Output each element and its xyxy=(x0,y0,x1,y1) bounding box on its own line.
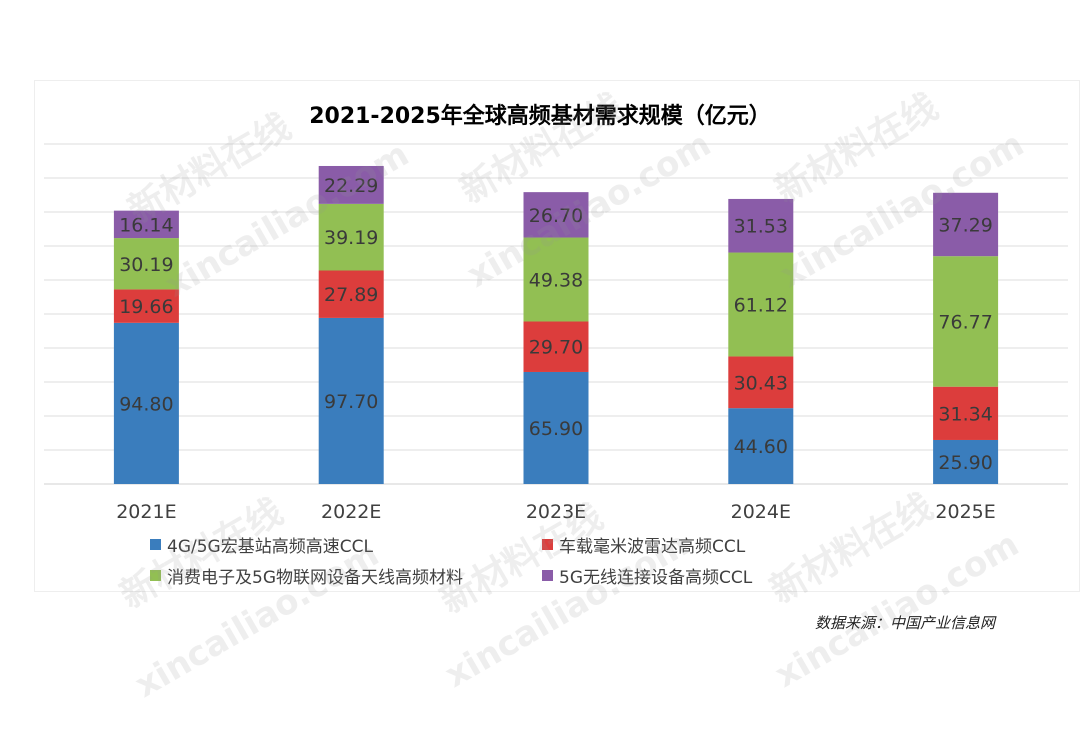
legend-label: 车载毫米波雷达高频CCL xyxy=(559,537,746,557)
data-label: 65.90 xyxy=(529,418,583,440)
bar-segment xyxy=(523,237,589,322)
legend-label: 消费电子及5G物联网设备天线高频材料 xyxy=(167,568,463,588)
data-label: 97.70 xyxy=(324,391,378,413)
bar-segment xyxy=(318,270,384,318)
bar-segment xyxy=(933,192,999,257)
data-label: 22.29 xyxy=(324,175,378,197)
bar-segment xyxy=(523,192,589,238)
legend-swatch xyxy=(150,570,161,581)
bar-segment xyxy=(728,408,794,484)
bar-segment xyxy=(113,289,179,323)
data-label: 31.34 xyxy=(938,403,992,425)
bar-segment xyxy=(318,203,384,271)
data-label: 19.66 xyxy=(119,296,173,318)
x-tick-label: 2022E xyxy=(321,501,381,523)
bar-segment xyxy=(728,252,794,357)
legend-item-automotive-radar: 车载毫米波雷达高频CCL xyxy=(542,532,902,557)
data-label: 26.70 xyxy=(529,205,583,227)
x-tick-label: 2024E xyxy=(731,501,791,523)
bar-segment xyxy=(933,256,999,387)
data-label: 44.60 xyxy=(734,436,788,458)
bar-segment xyxy=(728,356,794,409)
x-tick-label: 2025E xyxy=(935,501,995,523)
bar-segment xyxy=(113,322,179,484)
data-label: 27.89 xyxy=(324,284,378,306)
data-label: 30.43 xyxy=(734,372,788,394)
bar-segment xyxy=(318,317,384,484)
legend-item-4g5g-base-station: 4G/5G宏基站高频高速CCL xyxy=(150,532,542,557)
legend-label: 4G/5G宏基站高频高速CCL xyxy=(167,537,373,557)
data-label: 25.90 xyxy=(938,452,992,474)
data-label: 94.80 xyxy=(119,393,173,415)
bar-segment xyxy=(113,238,179,290)
x-tick-label: 2021E xyxy=(116,501,176,523)
data-label: 16.14 xyxy=(119,214,173,236)
bar-segment xyxy=(113,210,179,239)
data-label: 31.53 xyxy=(734,216,788,238)
data-label: 37.29 xyxy=(938,214,992,236)
legend-item-5g-wireless-connection: 5G无线连接设备高频CCL xyxy=(542,563,902,588)
bar-segment xyxy=(523,371,589,484)
data-label: 49.38 xyxy=(529,270,583,292)
source-note: 数据来源：中国产业信息网 xyxy=(815,614,996,632)
data-label: 29.70 xyxy=(529,337,583,359)
data-label: 61.12 xyxy=(734,294,788,316)
legend-swatch xyxy=(150,539,161,550)
bar-segment xyxy=(728,198,794,253)
bar-segment xyxy=(933,439,999,484)
bar-segment xyxy=(933,386,999,440)
data-label: 76.77 xyxy=(938,311,992,333)
data-label: 30.19 xyxy=(119,254,173,276)
chart-legend: 4G/5G宏基站高频高速CCL 车载毫米波雷达高频CCL 消费电子及5G物联网设… xyxy=(150,532,910,588)
legend-swatch xyxy=(542,539,553,550)
bar-segment xyxy=(523,321,589,372)
bar-segment xyxy=(318,165,384,204)
legend-label: 5G无线连接设备高频CCL xyxy=(559,568,753,588)
legend-item-consumer-electronics-antenna: 消费电子及5G物联网设备天线高频材料 xyxy=(150,563,542,588)
chart-title: 2021-2025年全球高频基材需求规模（亿元） xyxy=(309,104,771,129)
data-label: 39.19 xyxy=(324,227,378,249)
x-tick-label: 2023E xyxy=(526,501,586,523)
legend-swatch xyxy=(542,570,553,581)
